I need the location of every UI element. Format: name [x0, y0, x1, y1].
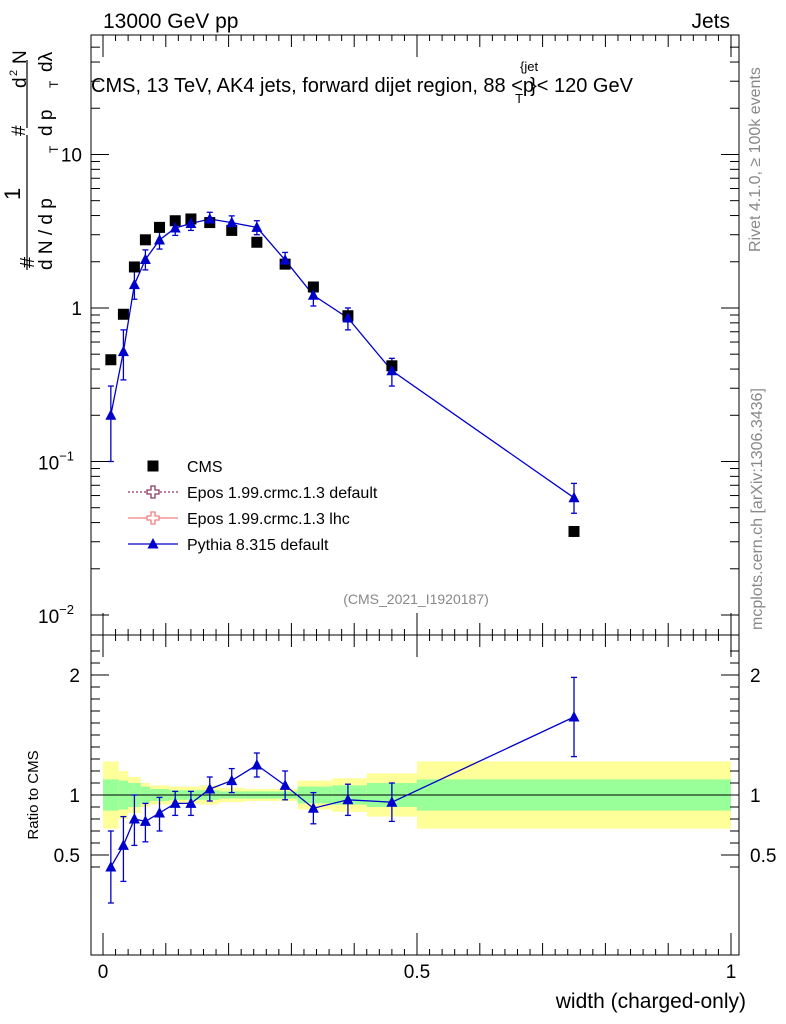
ratio-y-tick-label-right: 0.5 [750, 846, 776, 867]
cms-point [226, 224, 238, 236]
pythia-ratio-point [154, 807, 166, 818]
legend-label: CMS [187, 459, 223, 476]
y-label-part: N [10, 50, 31, 64]
pythia-point [154, 234, 166, 245]
legend-marker-cross [146, 485, 160, 499]
pythia-ratio-point [386, 796, 398, 807]
main-y-axis-label: #1 d N / d p T # d p Td2 N dλ [0, 50, 61, 270]
pythia-point [128, 278, 140, 290]
ratio-y-tick-label-right: 2 [750, 666, 761, 687]
main-panel: 10−2 10−1 1 10 (CMS_2021_I1920187) CMS Epos … [38, 34, 740, 636]
pythia-ratio-point [342, 793, 354, 805]
pythia-ratio-point [169, 797, 181, 808]
x-tick-label: 0 [98, 962, 109, 983]
cms-point [568, 525, 580, 537]
pythia-point [117, 345, 129, 357]
y-label-part: d N / d p [36, 198, 57, 270]
pythia-ratio-point [251, 759, 263, 770]
y-label-part: T [47, 80, 61, 88]
chart-title-sub: T [515, 91, 523, 106]
chart-title-end: }< 120 GeV [530, 75, 634, 97]
legend-marker-triangle [147, 538, 159, 549]
pythia-point [279, 254, 291, 265]
pythia-point [251, 221, 263, 232]
ratio-y-tick-label: 2 [69, 666, 80, 687]
pythia-ratio-point [204, 783, 216, 794]
cms-point [128, 261, 140, 273]
cms-point [117, 308, 129, 320]
pythia-ratio-point [279, 779, 291, 790]
ratio-panel: 0.5 0.5 1 1 2 2 Ratio to CMS [25, 634, 776, 956]
y-label-part: 1 [0, 188, 25, 200]
chart-title-main: CMS, 13 TeV, AK4 jets, forward dijet reg… [91, 75, 534, 97]
cms-point [154, 221, 166, 233]
legend-label: Pythia 8.315 default [187, 537, 329, 554]
pythia-ratio-point [568, 711, 580, 722]
cms-point [251, 236, 263, 248]
pythia-point [169, 221, 181, 233]
main-y-ticks: 10−2 10−1 1 10 [38, 34, 739, 628]
pythia-ratio-point [307, 802, 319, 813]
legend-marker-square [147, 460, 159, 472]
pythia-point [139, 253, 151, 264]
pythia-point [307, 289, 319, 300]
y-label-part: # [17, 256, 39, 268]
y-label-part: T [47, 145, 61, 153]
ratio-data-points [105, 676, 580, 904]
pythia-point [342, 312, 354, 323]
header-right: Jets [691, 10, 730, 33]
legend-label: Epos 1.99.crmc.1.3 default [187, 485, 378, 502]
ratio-y-tick-label: 0.5 [54, 846, 80, 867]
x-axis-label: width (charged-only) [555, 990, 746, 1013]
pythia-point [226, 216, 238, 228]
y-label-part: # [9, 125, 30, 136]
header-left: 13000 GeV pp [103, 10, 238, 33]
y-label-part: 2 [8, 70, 20, 76]
y-label-part: d p [36, 110, 57, 136]
y-tick-label: 10−2 [38, 602, 74, 628]
y-tick-label: 10−1 [38, 448, 74, 474]
rivet-label: Rivet 4.1.0, ≥ 100k events [747, 67, 764, 252]
pythia-point [386, 364, 398, 376]
legend-marker-cross [146, 511, 160, 525]
cms-point [139, 234, 151, 246]
pythia-ratio-point [117, 839, 129, 850]
y-label-part: d [10, 77, 31, 88]
chart-title: CMS, 13 TeV, AK4 jets, forward dijet reg… [91, 59, 634, 106]
ratio-y-tick-label-right: 1 [750, 786, 761, 807]
pythia-line [110, 218, 575, 499]
watermark: (CMS_2021_I1920187) [343, 591, 489, 607]
ratio-x-ticks [102, 635, 732, 955]
legend: CMS Epos 1.99.crmc.1.3 default Epos 1.99.c… [128, 459, 378, 554]
pythia-ratio-point [128, 813, 140, 824]
y-label-part: dλ [36, 51, 57, 72]
ratio-y-axis-label: Ratio to CMS [25, 750, 42, 839]
pythia-point [185, 217, 197, 229]
chart-title-sup: {jet [520, 59, 538, 74]
legend-label: Epos 1.99.crmc.1.3 lhc [187, 511, 350, 528]
cms-point [169, 215, 181, 227]
y-tick-label: 1 [71, 299, 82, 320]
x-tick-label: 0.5 [404, 962, 430, 983]
pythia-point [204, 212, 216, 224]
x-tick-label: 1 [726, 962, 737, 983]
pythia-ratio-point [226, 774, 238, 786]
cms-point [307, 281, 319, 293]
mcplots-label: mcplots.cern.ch [arXiv:1306.3436] [749, 388, 766, 630]
y-tick-label: 10 [61, 145, 82, 166]
ratio-y-tick-label: 1 [69, 786, 80, 807]
pythia-ratio-point [139, 815, 151, 826]
x-tick-labels: 0 0.5 1 [98, 962, 737, 983]
pythia-point [568, 491, 580, 503]
cms-point [105, 354, 117, 366]
pythia-point [105, 409, 117, 420]
ratio-y-ticks: 0.5 0.5 1 1 2 2 [54, 650, 776, 868]
pythia-ratio-point [185, 797, 197, 808]
main-data-points [105, 211, 580, 537]
pythia-ratio-point [105, 861, 117, 872]
main-x-ticks [102, 35, 732, 635]
